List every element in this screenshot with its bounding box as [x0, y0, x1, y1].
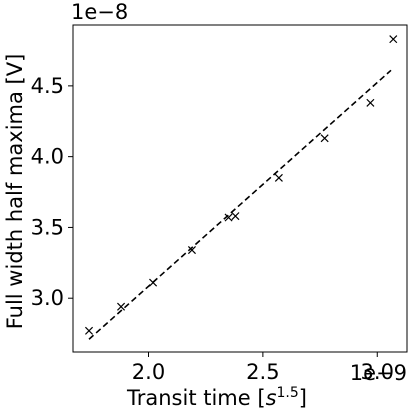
axes-frame	[72, 24, 408, 353]
data-point-marker	[274, 173, 283, 182]
data-point-marker	[231, 212, 240, 221]
x-tick-label: 2.0	[132, 360, 165, 384]
y-axis-label: Full width half maxima [V]	[3, 54, 27, 330]
y-tick-label: 4.0	[31, 145, 64, 169]
x-axis-label: Transit time [s1.5]	[126, 385, 307, 410]
data-point-marker	[320, 134, 329, 143]
data-point-marker	[117, 302, 126, 311]
data-point-marker	[224, 213, 233, 222]
data-point-marker	[389, 35, 398, 44]
plot-area	[84, 35, 398, 340]
y-tick-label: 3.5	[31, 215, 64, 239]
y-tick-label: 4.5	[31, 74, 64, 98]
data-point-marker	[187, 246, 196, 255]
x-offset-label: 1e−9	[350, 361, 407, 385]
x-tick-label: 3.0	[361, 360, 394, 384]
y-tick-label: 3.0	[31, 286, 64, 310]
x-axis-ticks: 2.0 2.5 3.0	[132, 352, 394, 384]
fit-line	[88, 69, 392, 340]
x-tick-label: 2.5	[246, 360, 279, 384]
data-point-marker	[366, 98, 375, 107]
y-axis-ticks: 3.0 3.5 4.0 4.5	[31, 74, 73, 310]
y-offset-label: 1e−8	[71, 0, 128, 24]
data-point-marker	[84, 326, 94, 335]
